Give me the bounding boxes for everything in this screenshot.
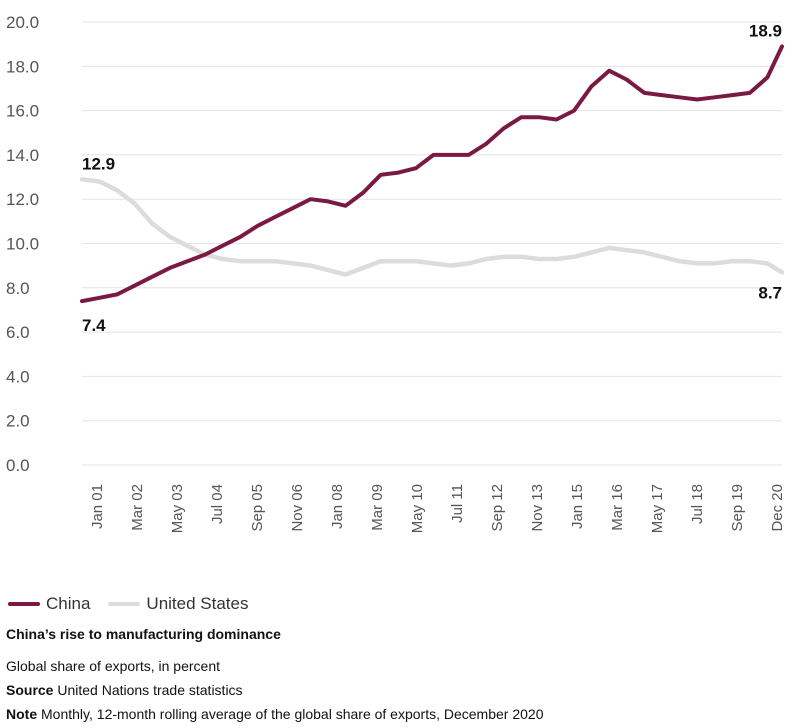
- legend-item-united-states: United States: [108, 594, 248, 614]
- x-tick-label: May 17: [649, 484, 666, 533]
- y-tick-label: 2.0: [6, 412, 30, 431]
- note-text: Monthly, 12-month rolling average of the…: [41, 706, 544, 722]
- legend-item-china: China: [8, 594, 90, 614]
- x-axis: Jan 01 Mar 02 May 03 Jul 04 Sep 05 Nov 06 Jan …: [89, 484, 786, 533]
- x-tick-label: Nov 13: [529, 484, 546, 532]
- x-tick-label: Mar 09: [369, 484, 386, 531]
- data-label: 8.7: [758, 283, 782, 302]
- y-tick-label: 18.0: [6, 57, 39, 76]
- chart-title: China’s rise to manufacturing dominance: [6, 626, 281, 642]
- series-lines: [79, 44, 785, 304]
- x-tick-label: Jan 01: [89, 484, 106, 529]
- legend: China United States: [8, 592, 248, 616]
- y-axis: 0.0 2.0 4.0 6.0 8.0 10.0 12.0 14.0 16.0 18.0 20.0: [6, 13, 39, 475]
- x-tick-label: Jan 08: [329, 484, 346, 529]
- series-line-china: [80, 44, 784, 304]
- x-tick-label: Jul 18: [689, 484, 706, 524]
- legend-swatch-china: [8, 602, 40, 606]
- data-labels: 7.4 18.9 12.9 8.7: [82, 21, 782, 335]
- y-tick-label: 16.0: [6, 102, 39, 121]
- x-tick-label: Nov 06: [289, 484, 306, 532]
- y-tick-label: 8.0: [6, 279, 30, 298]
- x-tick-label: Jan 15: [569, 484, 586, 529]
- grid-lines: [82, 21, 782, 466]
- source-label: Source: [6, 682, 54, 698]
- x-tick-label: Jul 11: [449, 484, 466, 523]
- y-tick-label: 14.0: [6, 146, 39, 165]
- legend-swatch-united-states: [108, 602, 141, 606]
- x-tick-label: Sep 12: [489, 484, 506, 532]
- source-line: Source United Nations trade statistics: [6, 682, 243, 698]
- x-tick-label: Sep 19: [729, 484, 746, 532]
- x-tick-label: Sep 05: [249, 484, 266, 532]
- note-label: Note: [6, 706, 38, 722]
- x-tick-label: May 10: [409, 484, 426, 533]
- y-tick-label: 20.0: [6, 13, 39, 32]
- chart-subtitle: Global share of exports, in percent: [6, 658, 221, 674]
- x-tick-label: Dec 20: [769, 484, 786, 532]
- x-tick-label: Mar 02: [129, 484, 146, 531]
- x-tick-label: May 03: [169, 484, 186, 533]
- y-tick-label: 6.0: [6, 323, 30, 342]
- y-tick-label: 12.0: [6, 190, 39, 209]
- legend-label-united-states: United States: [146, 594, 249, 613]
- note-line: Note Monthly, 12-month rolling average o…: [6, 706, 543, 722]
- series-line-united-states: [79, 177, 785, 277]
- line-chart: 0.02.04.06.08.010.012.014.016.018.020.0 …: [6, 13, 786, 533]
- data-label: 7.4: [82, 316, 106, 335]
- y-tick-label: 10.0: [6, 235, 39, 254]
- y-tick-label: 4.0: [6, 367, 30, 386]
- y-tick-label: 0.0: [6, 456, 30, 475]
- x-tick-label: Mar 16: [609, 484, 626, 531]
- legend-label-china: China: [46, 594, 91, 613]
- data-label: 12.9: [82, 154, 115, 173]
- source-text: United Nations trade statistics: [57, 682, 243, 698]
- data-label: 18.9: [749, 21, 782, 40]
- x-tick-label: Jul 04: [209, 484, 226, 524]
